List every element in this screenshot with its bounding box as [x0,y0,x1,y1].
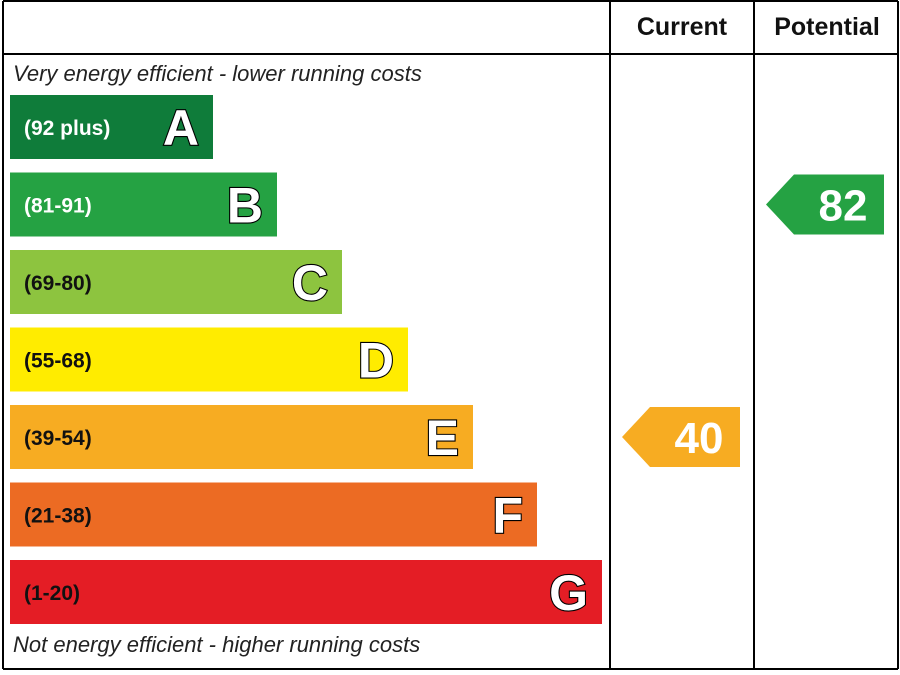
band-range-f: (21-38) [24,505,92,528]
band-bar-f [10,482,537,547]
band-b: (81-91) B [10,172,277,237]
potential-arrow-shape [766,174,884,235]
band-letter-f: F [492,488,523,544]
potential-rating-arrow: 82 [766,174,884,235]
rating-arrows: 40 82 [622,174,884,467]
band-a: (92 plus) A [10,95,213,159]
band-g: (1-20) G [10,560,602,624]
top-note: Very energy efficient - lower running co… [13,61,422,86]
potential-column-header: Potential [774,13,880,41]
band-letter-c: C [292,255,328,311]
band-letter-g: G [549,565,588,621]
current-column-header: Current [637,13,728,41]
band-e: (39-54) E [10,405,473,469]
band-bar-e [10,405,473,469]
band-bar-g [10,560,602,624]
band-bar-b [10,172,277,237]
band-letter-a: A [163,100,199,156]
band-c: (69-80) C [10,250,342,314]
bottom-note: Not energy efficient - higher running co… [13,632,420,657]
band-range-c: (69-80) [24,272,92,295]
band-range-d: (55-68) [24,350,92,373]
current-arrow-shape [622,407,740,467]
band-range-e: (39-54) [24,427,92,450]
rating-bands: (92 plus) A (81-91) B (69-80) C (55-68) D (39-54… [10,95,602,624]
current-rating-arrow: 40 [622,407,740,467]
current-rating-value: 40 [675,414,724,463]
band-bar-d [10,327,408,392]
band-range-a: (92 plus) [24,117,110,140]
band-f: (21-38) F [10,482,537,547]
band-letter-e: E [426,410,459,466]
band-d: (55-68) D [10,327,408,392]
band-bar-c [10,250,342,314]
band-range-b: (81-91) [24,195,92,218]
band-letter-b: B [227,178,263,234]
band-letter-d: D [358,333,394,389]
band-bar-a [10,95,213,159]
band-range-g: (1-20) [24,582,80,605]
potential-rating-value: 82 [819,182,868,231]
